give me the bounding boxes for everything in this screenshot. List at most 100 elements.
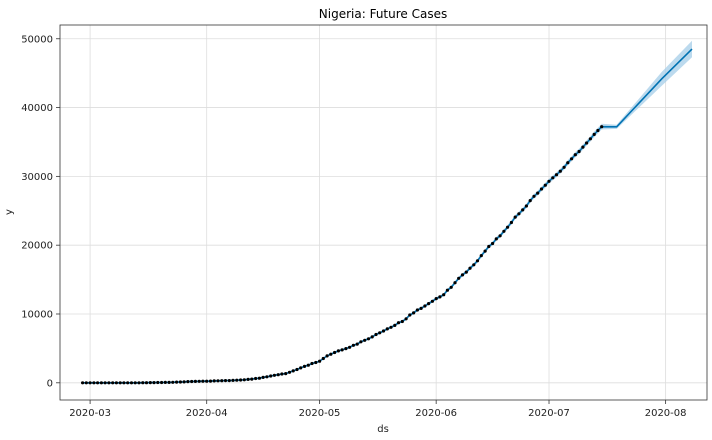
observed-point bbox=[107, 381, 111, 385]
observed-point bbox=[141, 381, 145, 385]
observed-point bbox=[415, 308, 419, 312]
observed-points bbox=[81, 125, 604, 385]
y-tick-label: 20000 bbox=[21, 241, 53, 252]
observed-point bbox=[427, 302, 431, 306]
observed-point bbox=[472, 263, 476, 267]
observed-point bbox=[129, 381, 134, 385]
observed-point bbox=[295, 367, 299, 372]
observed-point bbox=[160, 380, 164, 385]
observed-point bbox=[156, 380, 160, 385]
observed-point bbox=[521, 208, 525, 212]
y-tick-label: 0 bbox=[47, 378, 53, 389]
observed-point bbox=[250, 377, 254, 381]
observed-point bbox=[336, 349, 340, 353]
observed-point bbox=[536, 191, 540, 195]
observed-point bbox=[600, 125, 604, 129]
observed-point bbox=[532, 194, 536, 198]
observed-point bbox=[178, 380, 182, 384]
observed-point bbox=[434, 297, 438, 301]
observed-point bbox=[573, 153, 577, 157]
observed-point bbox=[92, 381, 96, 385]
x-tick-label: 2020-04 bbox=[186, 408, 228, 419]
observed-point bbox=[453, 281, 457, 285]
observed-point bbox=[554, 173, 559, 177]
observed-point bbox=[167, 380, 171, 384]
observed-point bbox=[393, 323, 397, 327]
observed-point bbox=[423, 304, 427, 308]
observed-point bbox=[570, 157, 574, 161]
observed-point bbox=[351, 343, 355, 347]
observed-point bbox=[310, 361, 314, 366]
observed-point bbox=[212, 379, 216, 383]
observed-point bbox=[524, 204, 529, 208]
observed-point bbox=[483, 249, 487, 253]
observed-point bbox=[528, 199, 532, 203]
grid bbox=[60, 25, 707, 400]
observed-point bbox=[502, 229, 506, 233]
observed-point bbox=[498, 234, 502, 238]
x-tick-label: 2020-06 bbox=[415, 408, 457, 419]
observed-point bbox=[400, 319, 404, 324]
observed-point bbox=[99, 381, 103, 385]
observed-point bbox=[193, 379, 197, 383]
y-tick-label: 10000 bbox=[21, 309, 53, 320]
observed-point bbox=[588, 137, 593, 141]
observed-point bbox=[363, 338, 367, 342]
observed-point bbox=[96, 381, 100, 385]
observed-point bbox=[412, 311, 416, 315]
observed-point bbox=[475, 259, 480, 263]
observed-point bbox=[464, 270, 468, 274]
observed-point bbox=[404, 317, 408, 321]
observed-point bbox=[513, 215, 517, 219]
observed-point bbox=[381, 329, 386, 333]
observed-point bbox=[280, 372, 284, 376]
observed-point bbox=[442, 293, 446, 297]
forecast-line bbox=[82, 48, 693, 384]
observed-point bbox=[585, 141, 589, 145]
observed-point bbox=[577, 149, 581, 154]
observed-point bbox=[562, 165, 566, 169]
observed-point bbox=[111, 381, 115, 385]
observed-point bbox=[430, 299, 434, 303]
observed-point bbox=[551, 176, 555, 180]
y-tick-label: 40000 bbox=[21, 103, 53, 114]
observed-point bbox=[265, 375, 269, 379]
observed-point bbox=[246, 377, 250, 381]
observed-point bbox=[491, 241, 495, 246]
observed-point bbox=[171, 380, 175, 384]
observed-point bbox=[137, 381, 141, 385]
observed-point bbox=[558, 169, 562, 173]
observed-point bbox=[494, 237, 498, 241]
y-axis: 0 10000 20000 30000 40000 50000 bbox=[21, 34, 60, 389]
observed-point bbox=[539, 187, 544, 191]
observed-point bbox=[216, 379, 220, 383]
observed-point bbox=[359, 340, 363, 344]
observed-point bbox=[239, 378, 243, 382]
observed-point bbox=[272, 373, 276, 377]
observed-point bbox=[596, 128, 600, 133]
observed-point bbox=[163, 380, 167, 384]
observed-point bbox=[445, 288, 449, 292]
observed-point bbox=[261, 375, 265, 379]
y-axis-label: y bbox=[4, 209, 15, 215]
observed-point bbox=[460, 273, 465, 277]
observed-point bbox=[340, 348, 344, 352]
observed-point bbox=[438, 295, 442, 299]
observed-point bbox=[479, 254, 483, 258]
observed-point bbox=[269, 374, 273, 378]
observed-point bbox=[329, 352, 333, 356]
observed-point bbox=[257, 376, 261, 380]
observed-point bbox=[457, 276, 461, 280]
observed-point bbox=[306, 363, 310, 367]
observed-point bbox=[374, 332, 378, 337]
x-axis: 2020-03 2020-04 2020-05 2020-06 2020-07 2020-… bbox=[69, 400, 687, 419]
observed-point bbox=[114, 381, 118, 385]
observed-point bbox=[242, 378, 246, 382]
observed-point bbox=[197, 379, 201, 383]
observed-point bbox=[126, 381, 130, 385]
y-tick-label: 30000 bbox=[21, 172, 53, 183]
observed-point bbox=[84, 381, 88, 385]
observed-point bbox=[190, 379, 194, 384]
observed-point bbox=[506, 225, 510, 229]
observed-point bbox=[419, 306, 423, 310]
